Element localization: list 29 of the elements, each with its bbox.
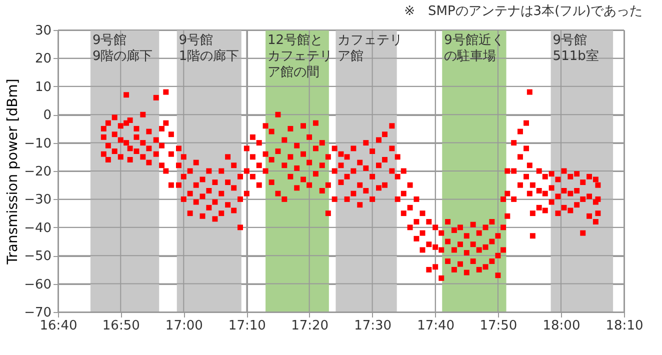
y-tick-label: −50 — [24, 249, 52, 264]
y-tick-label: −70 — [24, 306, 52, 320]
y-tick-label: 10 — [34, 80, 52, 95]
x-tick-label: 16:50 — [102, 318, 140, 334]
y-axis-title: Transmission power [dBm] — [5, 78, 22, 266]
y-tick-label: −20 — [24, 164, 52, 180]
x-tick-label: 18:00 — [542, 318, 580, 334]
x-tick-label: 18:10 — [606, 318, 644, 334]
band-label: 9号館近くの駐車場 — [444, 33, 504, 64]
x-tick-label: 17:40 — [417, 318, 455, 334]
x-tick-label: 17:10 — [228, 318, 266, 334]
y-tick-label: −30 — [24, 192, 52, 208]
y-tick-label: −40 — [24, 220, 52, 236]
x-tick-label: 17:20 — [291, 318, 329, 334]
x-tick-label: 17:00 — [165, 318, 203, 334]
band-label: カフェテリア館 — [338, 33, 403, 64]
text: ※ SMPのアンテナは3本(フル)であった — [404, 4, 643, 19]
y-tick-label: −10 — [24, 136, 52, 152]
y-tick-label: −60 — [24, 277, 52, 292]
band-label: 9号館 511b室 — [552, 33, 599, 64]
x-tick-label: 17:30 — [354, 318, 392, 334]
band-label: 9号館 1階の廊下 — [178, 33, 240, 64]
y-tick-label: 20 — [34, 52, 52, 67]
x-tick-label: 17:50 — [480, 318, 518, 334]
band-label: 9号館 9階の廊下 — [92, 33, 153, 64]
band-label: 12号館とカフェテリア館の間 — [268, 33, 333, 80]
y-tick-label: 0 — [43, 108, 52, 124]
y-tick-label: 30 — [34, 24, 52, 38]
x-tick-label: 16:40 — [40, 318, 78, 334]
